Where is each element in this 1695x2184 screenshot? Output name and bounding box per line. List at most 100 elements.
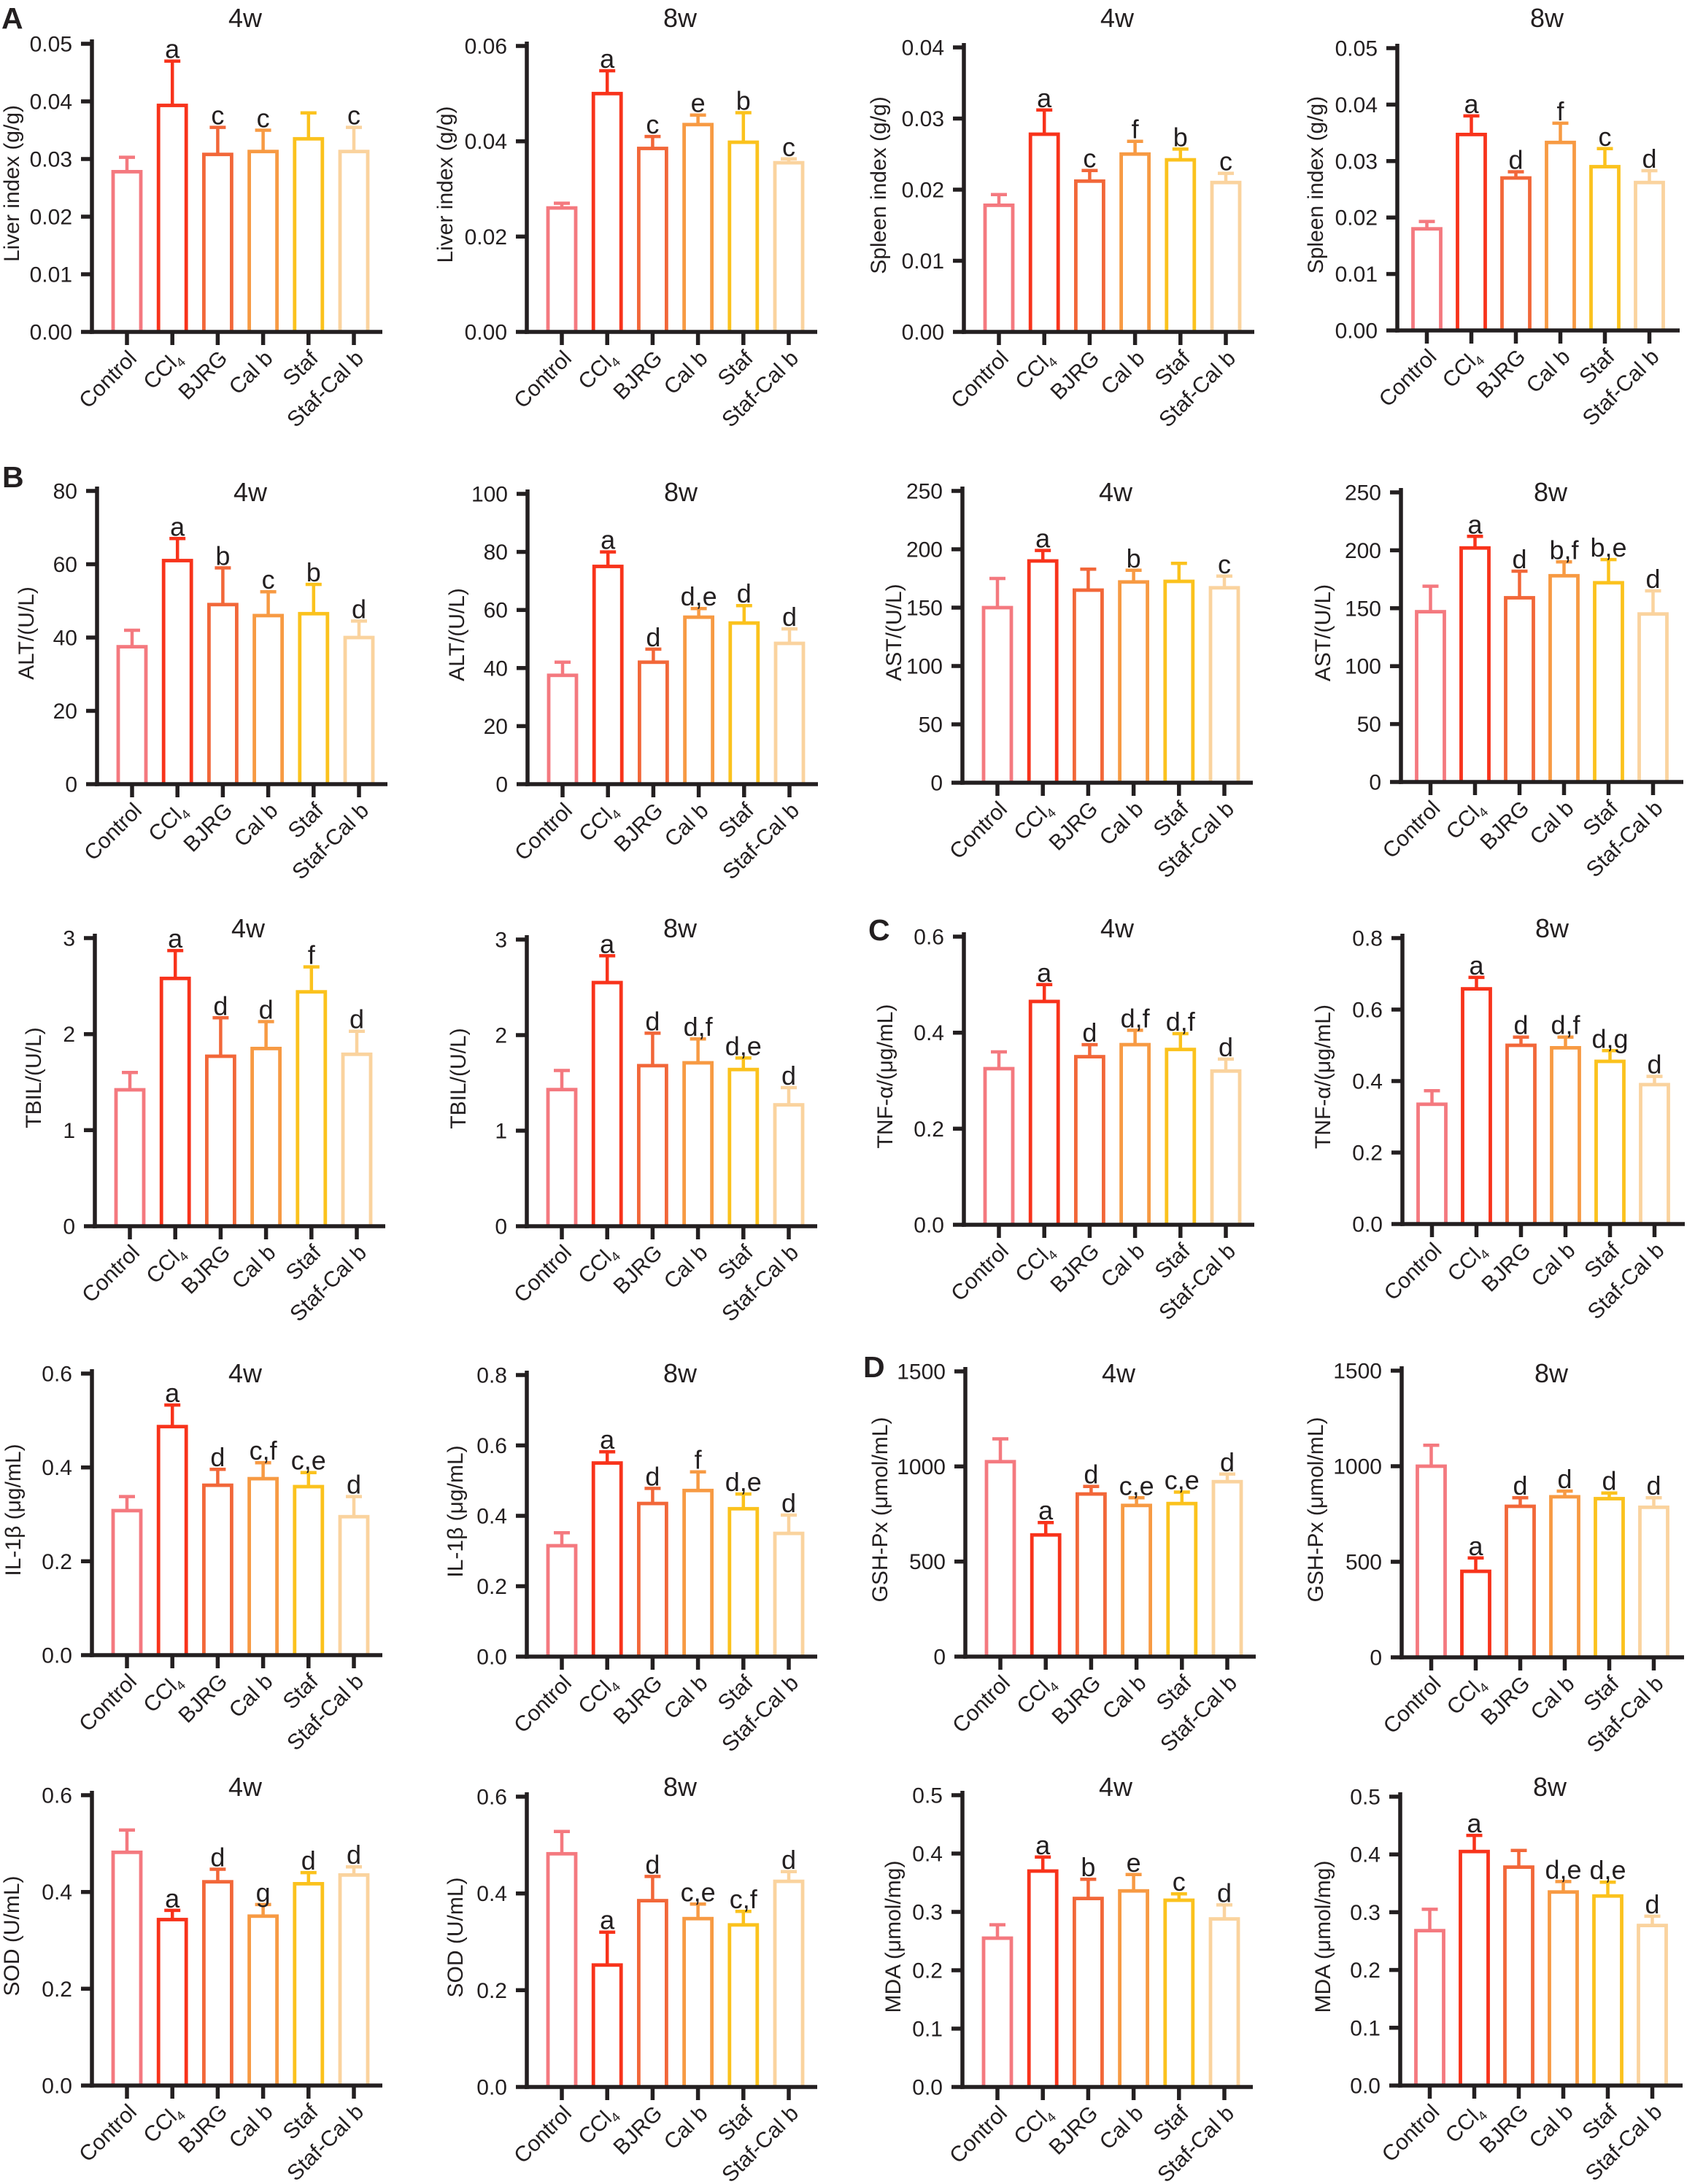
svg-text:0.4: 0.4 — [1352, 1070, 1383, 1094]
svg-text:GSH-Px (μmol/mL): GSH-Px (μmol/mL) — [1304, 1417, 1328, 1603]
svg-text:4w: 4w — [1099, 1772, 1133, 1802]
svg-text:8w: 8w — [663, 3, 698, 33]
svg-text:d: d — [1508, 145, 1523, 175]
svg-text:c: c — [257, 104, 270, 133]
svg-text:IL-1β (μg/mL): IL-1β (μg/mL) — [1, 1444, 26, 1576]
svg-text:8w: 8w — [663, 1772, 698, 1802]
svg-text:0.03: 0.03 — [1335, 150, 1378, 174]
svg-text:8w: 8w — [1534, 477, 1568, 507]
svg-text:8w: 8w — [664, 477, 698, 507]
svg-text:d: d — [210, 1442, 225, 1472]
svg-text:a: a — [600, 44, 615, 74]
svg-text:0: 0 — [495, 1215, 507, 1239]
svg-text:0.0: 0.0 — [42, 2075, 72, 2099]
svg-text:a: a — [1467, 509, 1483, 539]
svg-text:a: a — [600, 1425, 615, 1455]
svg-text:c: c — [1083, 144, 1096, 174]
svg-text:d: d — [1602, 1466, 1616, 1496]
svg-text:TNF-α/(μg/mL): TNF-α/(μg/mL) — [873, 1004, 897, 1149]
svg-text:c: c — [347, 101, 360, 131]
svg-text:a: a — [170, 511, 185, 541]
svg-text:d: d — [347, 1470, 361, 1500]
svg-text:SOD (U/mL): SOD (U/mL) — [0, 1876, 24, 1997]
svg-text:a: a — [1035, 524, 1051, 554]
svg-text:0.06: 0.06 — [465, 35, 507, 59]
svg-text:SOD (U/mL): SOD (U/mL) — [444, 1878, 468, 1998]
svg-text:d: d — [210, 1843, 225, 1873]
svg-text:d: d — [1219, 1032, 1233, 1062]
svg-text:0.6: 0.6 — [476, 1434, 507, 1458]
svg-text:d: d — [781, 1061, 796, 1091]
svg-text:d,g: d,g — [1591, 1023, 1628, 1053]
svg-text:0: 0 — [933, 1646, 946, 1670]
svg-text:AST/(U/L): AST/(U/L) — [1311, 584, 1335, 681]
svg-text:4w: 4w — [233, 477, 268, 507]
svg-text:c: c — [1218, 549, 1231, 579]
svg-text:4w: 4w — [1100, 3, 1135, 33]
svg-text:150: 150 — [906, 597, 943, 621]
svg-text:0: 0 — [65, 773, 77, 797]
svg-text:200: 200 — [906, 538, 943, 562]
svg-text:8w: 8w — [1534, 1358, 1569, 1388]
svg-text:0.2: 0.2 — [1350, 1959, 1381, 1983]
svg-text:0.4: 0.4 — [42, 1456, 72, 1480]
svg-text:a: a — [1037, 83, 1052, 113]
svg-text:8w: 8w — [663, 913, 698, 943]
svg-text:0.0: 0.0 — [1352, 1213, 1383, 1237]
svg-text:MDA (μmol/mg): MDA (μmol/mg) — [881, 1861, 906, 2013]
svg-text:d: d — [1082, 1018, 1097, 1048]
svg-text:Spleen index (g/g): Spleen index (g/g) — [867, 96, 891, 274]
svg-text:b: b — [736, 86, 751, 116]
svg-text:f: f — [1556, 96, 1564, 126]
svg-text:c: c — [211, 101, 224, 131]
svg-text:0.02: 0.02 — [902, 179, 944, 203]
svg-text:f: f — [695, 1445, 703, 1475]
svg-text:a: a — [165, 34, 180, 64]
svg-text:d: d — [1646, 1471, 1661, 1500]
svg-text:d: d — [1513, 1471, 1527, 1500]
svg-text:2: 2 — [63, 1023, 75, 1047]
svg-text:a: a — [600, 1905, 615, 1935]
svg-text:0.0: 0.0 — [914, 1214, 944, 1238]
svg-text:0.05: 0.05 — [1335, 37, 1378, 61]
svg-text:b,f: b,f — [1549, 535, 1579, 565]
svg-text:0.4: 0.4 — [476, 1505, 507, 1529]
svg-text:d,e: d,e — [725, 1467, 762, 1497]
svg-text:0.04: 0.04 — [30, 90, 72, 115]
svg-text:0.04: 0.04 — [902, 36, 944, 61]
svg-text:100: 100 — [906, 655, 943, 679]
svg-text:d: d — [1557, 1464, 1572, 1494]
svg-text:d: d — [1217, 1878, 1232, 1908]
svg-text:c,e: c,e — [1119, 1471, 1154, 1500]
svg-text:0.8: 0.8 — [476, 1364, 507, 1388]
svg-text:d: d — [1084, 1460, 1098, 1490]
svg-text:a: a — [1469, 950, 1484, 980]
svg-text:500: 500 — [909, 1550, 946, 1574]
svg-text:40: 40 — [484, 657, 508, 681]
svg-text:d: d — [1512, 544, 1526, 574]
svg-text:0.00: 0.00 — [1335, 320, 1378, 344]
svg-text:0.2: 0.2 — [42, 1550, 72, 1574]
svg-text:60: 60 — [53, 553, 77, 577]
svg-text:0.4: 0.4 — [476, 1882, 507, 1906]
svg-text:d,f: d,f — [1166, 1007, 1196, 1037]
svg-text:b: b — [1173, 122, 1188, 152]
svg-text:3: 3 — [495, 929, 507, 953]
svg-text:a: a — [601, 525, 616, 555]
svg-text:0.1: 0.1 — [912, 2018, 943, 2042]
svg-text:50: 50 — [919, 713, 943, 737]
svg-text:0.02: 0.02 — [30, 206, 72, 230]
svg-text:C: C — [868, 913, 890, 947]
svg-text:4w: 4w — [228, 1358, 263, 1388]
svg-text:c: c — [1219, 147, 1232, 177]
svg-text:60: 60 — [484, 599, 508, 623]
svg-text:4w: 4w — [1099, 477, 1133, 507]
svg-text:d: d — [350, 1004, 364, 1034]
svg-text:0: 0 — [1370, 1646, 1382, 1670]
svg-text:a: a — [1035, 1830, 1051, 1860]
svg-text:Liver index (g/g): Liver index (g/g) — [433, 106, 457, 263]
svg-text:0.4: 0.4 — [1350, 1843, 1381, 1867]
svg-text:0.5: 0.5 — [912, 1784, 943, 1808]
svg-text:g: g — [256, 1878, 271, 1908]
svg-text:d: d — [646, 622, 660, 652]
